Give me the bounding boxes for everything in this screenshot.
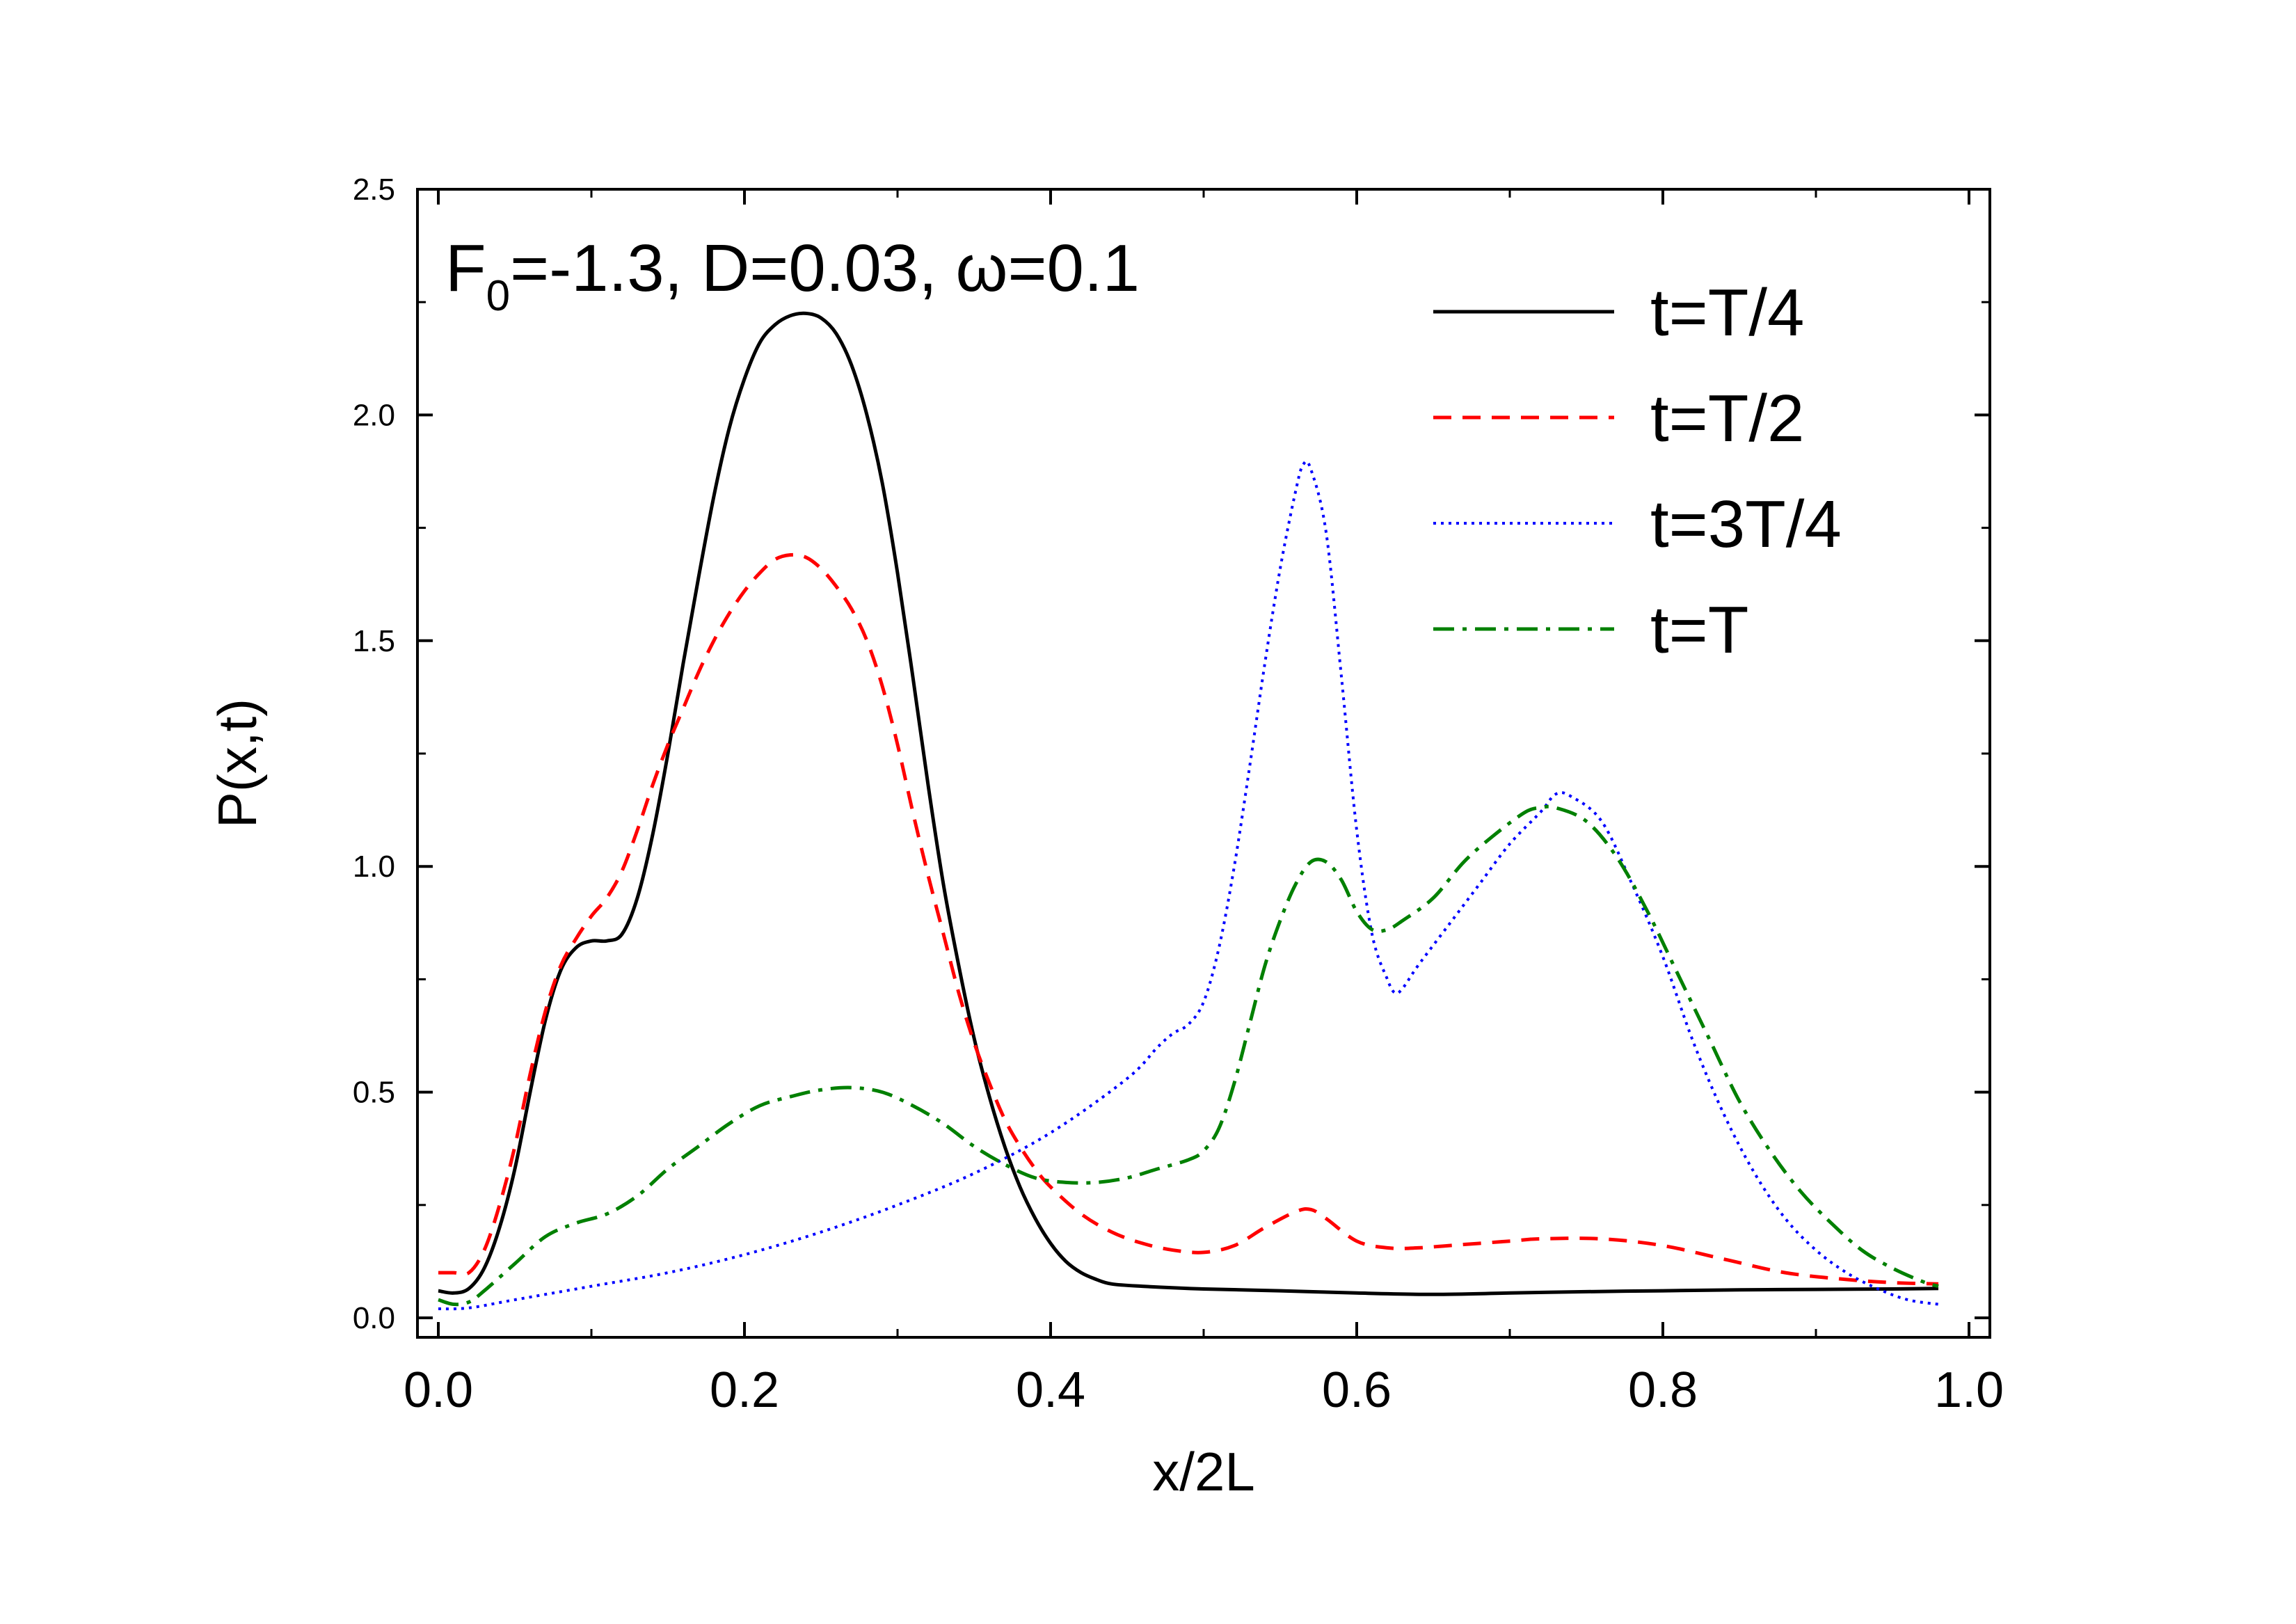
series-layer bbox=[438, 311, 1939, 1311]
x-tick-label: 0.4 bbox=[1016, 1362, 1085, 1418]
series-line-3 bbox=[438, 459, 1939, 1311]
x-tick-label: 1.0 bbox=[1934, 1362, 2004, 1418]
y-tick-label: 1.5 bbox=[353, 624, 395, 658]
annotation-params: =-1.3, D=0.03, bbox=[510, 231, 955, 305]
legend-label-3: t=3T/4 bbox=[1650, 487, 1842, 562]
axis-ticks bbox=[417, 188, 1990, 1337]
annotation-omega: ω bbox=[956, 231, 1008, 305]
y-tick-label: 2.0 bbox=[353, 398, 395, 432]
legend: t=T/4 t=T/2 t=3T/4 t=T bbox=[1433, 276, 1842, 667]
y-tick-label: 0.5 bbox=[353, 1076, 395, 1110]
y-axis-title: P(x,t) bbox=[207, 699, 268, 828]
axis-tick-labels: 0.0 0.2 0.4 0.6 0.8 1.0 0.0 0.5 1.0 1.5 2.0 2.5 bbox=[353, 173, 2004, 1418]
y-tick-label: 1.0 bbox=[353, 850, 395, 884]
annotation-omega-value: =0.1 bbox=[1007, 231, 1140, 305]
legend-label-2: t=T/2 bbox=[1650, 381, 1804, 456]
y-tick-label: 2.5 bbox=[353, 173, 395, 207]
series-line-2 bbox=[438, 552, 1939, 1286]
x-tick-label: 0.2 bbox=[710, 1362, 779, 1418]
legend-label-1: t=T/4 bbox=[1650, 276, 1804, 350]
series-line-4 bbox=[438, 804, 1939, 1307]
plot-frame bbox=[416, 188, 1991, 1339]
x-tick-label: 0.0 bbox=[404, 1362, 473, 1418]
x-axis-title: x/2L bbox=[1152, 1441, 1254, 1502]
annotation-f: F bbox=[445, 231, 486, 305]
legend-label-4: t=T bbox=[1650, 593, 1748, 667]
x-tick-label: 0.6 bbox=[1322, 1362, 1392, 1418]
series-line-1 bbox=[438, 311, 1939, 1296]
annotation-subscript: 0 bbox=[486, 272, 510, 320]
y-tick-label: 0.0 bbox=[353, 1301, 395, 1335]
parameter-annotation: F0=-1.3, D=0.03, ω=0.1 bbox=[445, 231, 1140, 320]
x-tick-label: 0.8 bbox=[1628, 1362, 1698, 1418]
